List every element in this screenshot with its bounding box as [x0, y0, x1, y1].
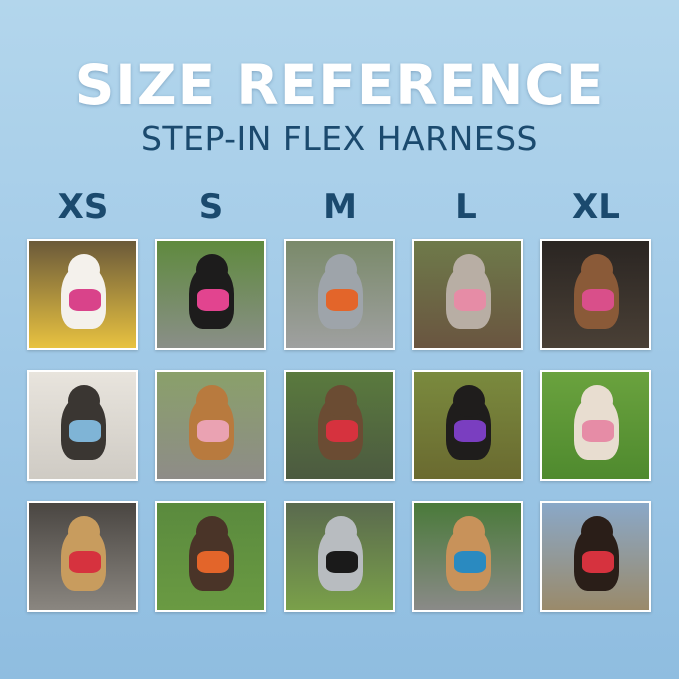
harness [453, 289, 486, 311]
dog-head [67, 384, 100, 417]
dog-head [195, 384, 228, 417]
harness [325, 420, 358, 442]
page-subtitle: STEP-IN FLEX HARNESS [140, 119, 538, 158]
dog-photo-s [155, 239, 266, 350]
dog-head [67, 515, 100, 548]
dog-photo-xs [27, 501, 138, 612]
dog-head [580, 253, 613, 286]
dog-head [324, 515, 357, 548]
dog-photo-l [412, 370, 523, 481]
dog-photo-xl [540, 501, 651, 612]
size-label-xl: XL [572, 187, 620, 227]
dog-head [452, 384, 485, 417]
size-label-l: L [455, 187, 477, 227]
dog-photo-xl [540, 239, 651, 350]
harness [68, 289, 101, 311]
dog-photo-xs [27, 239, 138, 350]
size-label-m: M [323, 187, 357, 227]
dog-photo-m [284, 239, 395, 350]
harness [453, 420, 486, 442]
harness [68, 420, 101, 442]
dog-photo-xl [540, 370, 651, 481]
harness [581, 420, 614, 442]
harness [325, 289, 358, 311]
dog-photo-l [412, 501, 523, 612]
dog-head [580, 384, 613, 417]
dog-head [452, 253, 485, 286]
dog-photo-xs [27, 370, 138, 481]
dog-photo-m [284, 501, 395, 612]
dog-head [580, 515, 613, 548]
dog-head [324, 384, 357, 417]
harness [196, 420, 229, 442]
dog-photo-s [155, 370, 266, 481]
harness [581, 551, 614, 573]
harness [196, 289, 229, 311]
harness [581, 289, 614, 311]
size-label-xs: XS [57, 187, 109, 227]
dog-head [195, 515, 228, 548]
harness [68, 551, 101, 573]
harness [325, 551, 358, 573]
dog-head [324, 253, 357, 286]
dog-head [67, 253, 100, 286]
dog-photo-m [284, 370, 395, 481]
dog-head [195, 253, 228, 286]
dog-photo-l [412, 239, 523, 350]
page-title: SIZE REFERENCE [74, 53, 605, 117]
dog-head [452, 515, 485, 548]
size-label-s: S [198, 187, 224, 227]
harness [453, 551, 486, 573]
dog-photo-s [155, 501, 266, 612]
harness [196, 551, 229, 573]
